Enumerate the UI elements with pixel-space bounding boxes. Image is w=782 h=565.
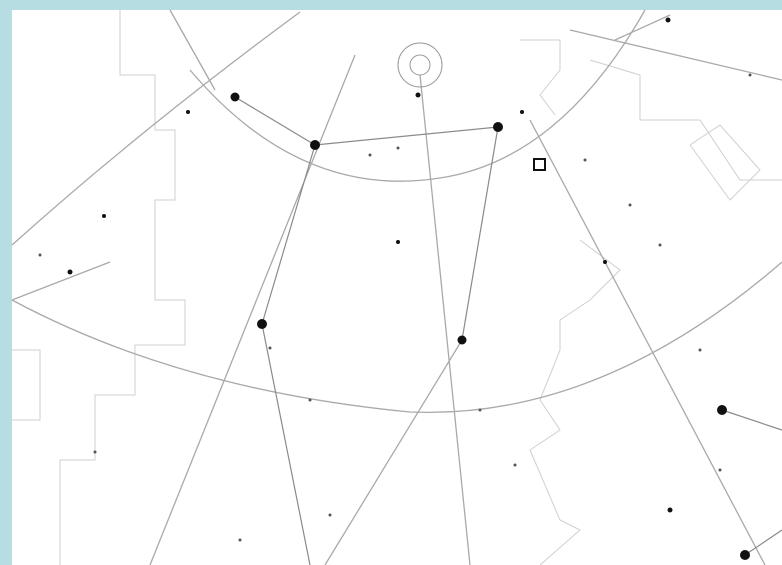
star <box>308 398 312 402</box>
grid-line <box>419 74 471 565</box>
star <box>667 507 673 513</box>
figure-line <box>261 144 316 325</box>
map-area <box>12 10 782 565</box>
star <box>415 92 421 98</box>
star <box>238 538 242 542</box>
star <box>257 319 267 329</box>
grid-line <box>529 119 766 565</box>
star <box>230 92 240 102</box>
star <box>268 346 272 350</box>
star <box>186 110 190 114</box>
boundary <box>520 39 561 116</box>
star <box>603 260 607 264</box>
star <box>740 550 750 560</box>
grid-line <box>149 54 356 565</box>
star <box>658 243 662 247</box>
figure-line <box>461 126 499 341</box>
star <box>665 17 671 23</box>
boundary <box>689 124 761 201</box>
constellation-boundaries <box>12 10 782 565</box>
star <box>478 408 482 412</box>
star <box>310 140 320 150</box>
star <box>67 269 73 275</box>
grid-line <box>614 14 671 41</box>
boundary <box>589 59 782 181</box>
figure-line <box>261 323 311 565</box>
star <box>457 335 467 345</box>
star <box>93 450 97 454</box>
deep-sky-objects <box>397 42 546 171</box>
grid-arc <box>11 11 301 246</box>
star <box>717 405 727 415</box>
grid-line <box>569 29 782 81</box>
grid-arc <box>189 9 646 182</box>
star <box>396 240 400 244</box>
grid-lines <box>11 9 782 565</box>
stars <box>38 17 752 560</box>
star <box>38 253 42 257</box>
star <box>513 463 517 467</box>
star <box>583 158 587 162</box>
boundary <box>12 349 41 421</box>
grid-line <box>169 9 216 91</box>
figure-line <box>744 529 782 556</box>
star <box>698 348 702 352</box>
star <box>628 203 632 207</box>
boundary <box>529 239 621 565</box>
star <box>748 73 752 77</box>
boundary <box>59 10 186 565</box>
star <box>718 468 722 472</box>
star <box>328 513 332 517</box>
grid-line <box>324 339 463 565</box>
figure-line <box>721 409 782 431</box>
star <box>102 214 106 218</box>
grid-arc <box>11 261 782 414</box>
star <box>368 153 372 157</box>
star <box>493 122 503 132</box>
star <box>520 110 524 114</box>
grid-line <box>11 261 111 301</box>
nebula-outline <box>397 42 443 88</box>
object-marker <box>533 158 546 171</box>
star <box>396 146 400 150</box>
nebula-outline <box>409 54 431 76</box>
